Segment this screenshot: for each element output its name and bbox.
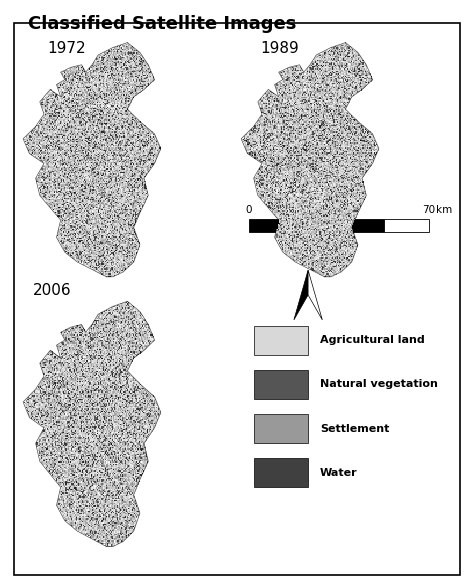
Text: Settlement: Settlement [320, 423, 389, 434]
Text: 70: 70 [422, 205, 436, 215]
Bar [254, 370, 308, 399]
Text: Water: Water [320, 467, 357, 478]
Text: Classified Satellite Images: Classified Satellite Images [28, 15, 297, 33]
Bar [254, 458, 308, 487]
Text: 0: 0 [246, 205, 252, 215]
Bar [254, 414, 308, 443]
Text: km: km [436, 205, 452, 215]
Bar [384, 219, 429, 232]
Text: 1989: 1989 [261, 41, 300, 56]
Polygon shape [294, 270, 308, 320]
Text: Natural vegetation: Natural vegetation [320, 379, 438, 390]
Bar [249, 219, 294, 232]
Bar [294, 219, 339, 232]
Text: 1972: 1972 [47, 41, 86, 56]
Bar [339, 219, 384, 232]
Polygon shape [308, 270, 322, 320]
Text: Agricultural land: Agricultural land [320, 335, 425, 346]
Text: N: N [302, 248, 314, 263]
Text: 35: 35 [332, 205, 346, 215]
Bar [254, 326, 308, 355]
Text: 2006: 2006 [33, 283, 72, 298]
